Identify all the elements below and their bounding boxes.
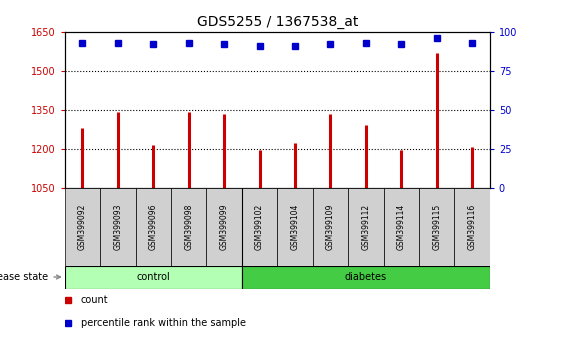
Title: GDS5255 / 1367538_at: GDS5255 / 1367538_at bbox=[196, 16, 358, 29]
Text: GSM399093: GSM399093 bbox=[113, 203, 122, 250]
Text: GSM399112: GSM399112 bbox=[361, 204, 370, 250]
Bar bbox=[65, 266, 242, 289]
Text: GSM399116: GSM399116 bbox=[468, 204, 477, 250]
Text: GSM399098: GSM399098 bbox=[184, 203, 193, 250]
Text: GSM399102: GSM399102 bbox=[255, 204, 264, 250]
Bar bbox=[136, 188, 171, 266]
Text: diabetes: diabetes bbox=[345, 272, 387, 282]
Text: GSM399099: GSM399099 bbox=[220, 203, 229, 250]
Text: count: count bbox=[81, 295, 108, 305]
Text: GSM399114: GSM399114 bbox=[397, 204, 406, 250]
Text: GSM399092: GSM399092 bbox=[78, 203, 87, 250]
Text: disease state: disease state bbox=[0, 272, 60, 282]
Bar bbox=[348, 188, 383, 266]
Bar bbox=[242, 188, 277, 266]
Bar bbox=[207, 188, 242, 266]
Text: GSM399115: GSM399115 bbox=[432, 204, 441, 250]
Text: GSM399109: GSM399109 bbox=[326, 203, 335, 250]
Bar bbox=[242, 266, 490, 289]
Bar bbox=[454, 188, 490, 266]
Bar bbox=[100, 188, 136, 266]
Bar bbox=[383, 188, 419, 266]
Bar bbox=[171, 188, 207, 266]
Bar bbox=[278, 188, 312, 266]
Text: control: control bbox=[136, 272, 170, 282]
Text: percentile rank within the sample: percentile rank within the sample bbox=[81, 318, 245, 328]
Text: GSM399104: GSM399104 bbox=[291, 203, 300, 250]
Text: GSM399096: GSM399096 bbox=[149, 203, 158, 250]
Bar bbox=[65, 188, 100, 266]
Bar bbox=[312, 188, 348, 266]
Bar bbox=[419, 188, 454, 266]
